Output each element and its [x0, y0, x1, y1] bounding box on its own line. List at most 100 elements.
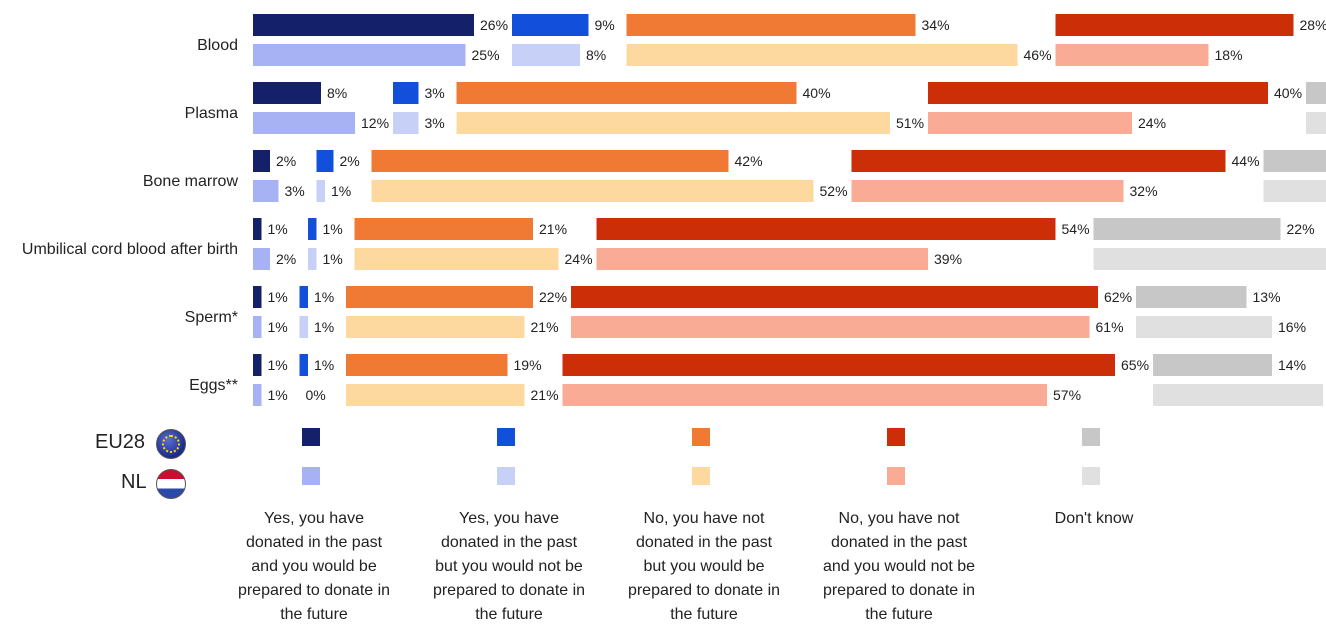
bar-blood-eu28-series-4 — [1056, 14, 1294, 36]
legend-description-line: donated in the past — [229, 531, 399, 555]
value-label-plasma-nl-series-3: 51% — [896, 115, 924, 131]
legend-swatch-eu28-series-5 — [1082, 428, 1100, 446]
value-label-blood-eu28-series-1: 26% — [480, 17, 508, 33]
row-label-sperm: Sperm* — [185, 309, 238, 326]
value-label-eggs-eu28-series-1: 1% — [268, 357, 288, 373]
eu-flag-icon — [156, 429, 186, 459]
value-label-sperm-nl-series-4: 61% — [1096, 319, 1124, 335]
value-label-blood-nl-series-1: 25% — [472, 47, 500, 63]
bar-eggs-eu28-series-3 — [346, 354, 508, 376]
value-label-bone-marrow-eu28-series-4: 44% — [1232, 153, 1260, 169]
value-label-blood-eu28-series-2: 9% — [595, 17, 615, 33]
value-label-eggs-nl-series-3: 21% — [531, 387, 559, 403]
value-label-sperm-eu28-series-2: 1% — [314, 289, 334, 305]
bar-bone-marrow-nl-series-1 — [253, 180, 279, 202]
bar-blood-nl-series-4 — [1056, 44, 1209, 66]
legend-swatch-nl-series-2 — [497, 467, 515, 485]
value-label-plasma-eu28-series-4: 40% — [1274, 85, 1302, 101]
value-label-eggs-nl-series-1: 1% — [268, 387, 288, 403]
value-label-bone-marrow-nl-series-1: 3% — [285, 183, 305, 199]
bar-umbilical-cord-blood-after-birth-eu28-series-5 — [1094, 218, 1281, 240]
legend-description-line: prepared to donate in — [619, 579, 789, 603]
value-label-blood-nl-series-3: 46% — [1024, 47, 1052, 63]
legend-swatch-nl-series-4 — [887, 467, 905, 485]
bar-bone-marrow-nl-series-4 — [852, 180, 1124, 202]
value-label-blood-nl-series-2: 8% — [586, 47, 606, 63]
legend-region-eu28-label: EU28 — [95, 431, 145, 454]
value-label-eggs-eu28-series-2: 1% — [314, 357, 334, 373]
legend-description-line: and you would be — [229, 555, 399, 579]
bar-sperm-nl-series-3 — [346, 316, 525, 338]
value-label-umbilical-cord-blood-after-birth-nl-series-1: 2% — [276, 251, 296, 267]
value-label-bone-marrow-eu28-series-1: 2% — [276, 153, 296, 169]
value-label-sperm-nl-series-1: 1% — [268, 319, 288, 335]
legend-description-line: donated in the past — [814, 531, 984, 555]
value-label-umbilical-cord-blood-after-birth-nl-series-2: 1% — [323, 251, 343, 267]
bar-bone-marrow-eu28-series-1 — [253, 150, 270, 172]
legend-description-line: the future — [424, 603, 594, 627]
bar-eggs-nl-series-5 — [1153, 384, 1323, 406]
bar-plasma-eu28-series-2 — [393, 82, 419, 104]
value-label-plasma-eu28-series-1: 8% — [327, 85, 347, 101]
value-label-umbilical-cord-blood-after-birth-eu28-series-4: 54% — [1062, 221, 1090, 237]
value-label-eggs-nl-series-4: 57% — [1053, 387, 1081, 403]
bar-eggs-eu28-series-2 — [300, 354, 309, 376]
value-label-umbilical-cord-blood-after-birth-eu28-series-1: 1% — [268, 221, 288, 237]
value-label-sperm-eu28-series-5: 13% — [1253, 289, 1281, 305]
bar-umbilical-cord-blood-after-birth-nl-series-1 — [253, 248, 270, 270]
value-label-sperm-eu28-series-4: 62% — [1104, 289, 1132, 305]
legend-description-line: but you would not be — [424, 555, 594, 579]
bar-umbilical-cord-blood-after-birth-eu28-series-4 — [597, 218, 1056, 240]
bar-bone-marrow-nl-series-2 — [317, 180, 326, 202]
bar-sperm-eu28-series-4 — [571, 286, 1098, 308]
bar-blood-nl-series-2 — [512, 44, 580, 66]
bar-eggs-nl-series-3 — [346, 384, 525, 406]
legend-description-line: Yes, you have — [424, 507, 594, 531]
row-label-bone-marrow: Bone marrow — [143, 173, 239, 190]
value-label-umbilical-cord-blood-after-birth-nl-series-4: 39% — [934, 251, 962, 267]
bar-blood-eu28-series-1 — [253, 14, 474, 36]
bar-plasma-nl-series-3 — [457, 112, 891, 134]
bar-bone-marrow-eu28-series-5 — [1264, 150, 1326, 172]
value-label-plasma-nl-series-2: 3% — [425, 115, 445, 131]
bar-plasma-nl-series-4 — [928, 112, 1132, 134]
bar-sperm-eu28-series-5 — [1136, 286, 1247, 308]
value-label-sperm-nl-series-3: 21% — [531, 319, 559, 335]
bar-plasma-eu28-series-3 — [457, 82, 797, 104]
value-label-sperm-nl-series-2: 1% — [314, 319, 334, 335]
value-label-bone-marrow-nl-series-3: 52% — [820, 183, 848, 199]
legend-swatch-eu28-series-1 — [302, 428, 320, 446]
legend-description-line: No, you have not — [814, 507, 984, 531]
bar-bone-marrow-eu28-series-3 — [372, 150, 729, 172]
value-label-umbilical-cord-blood-after-birth-nl-series-3: 24% — [565, 251, 593, 267]
row-label-umbilical-cord-blood-after-birth: Umbilical cord blood after birth — [22, 241, 238, 258]
row-label-plasma: Plasma — [185, 105, 238, 122]
bar-sperm-nl-series-5 — [1136, 316, 1272, 338]
bar-plasma-eu28-series-1 — [253, 82, 321, 104]
bar-plasma-eu28-series-4 — [928, 82, 1268, 104]
bar-blood-eu28-series-2 — [512, 14, 589, 36]
legend-description-line: Yes, you have — [229, 507, 399, 531]
bar-umbilical-cord-blood-after-birth-nl-series-3 — [355, 248, 559, 270]
value-label-sperm-eu28-series-3: 22% — [539, 289, 567, 305]
legend-swatch-eu28-series-2 — [497, 428, 515, 446]
bar-bone-marrow-nl-series-5 — [1264, 180, 1326, 202]
legend-description-line: donated in the past — [424, 531, 594, 555]
legend-description-line: donated in the past — [619, 531, 789, 555]
bar-eggs-nl-series-4 — [563, 384, 1048, 406]
row-label-eggs: Eggs** — [189, 377, 238, 394]
value-label-blood-nl-series-4: 18% — [1215, 47, 1243, 63]
value-label-plasma-nl-series-1: 12% — [361, 115, 389, 131]
bar-umbilical-cord-blood-after-birth-nl-series-5 — [1094, 248, 1326, 270]
value-label-blood-eu28-series-4: 28% — [1300, 17, 1326, 33]
value-label-umbilical-cord-blood-after-birth-eu28-series-5: 22% — [1287, 221, 1315, 237]
bar-plasma-nl-series-1 — [253, 112, 355, 134]
bar-bone-marrow-eu28-series-4 — [852, 150, 1226, 172]
value-label-plasma-nl-series-4: 24% — [1138, 115, 1166, 131]
bar-sperm-eu28-series-3 — [346, 286, 533, 308]
bar-blood-eu28-series-3 — [627, 14, 916, 36]
legend-description-line: prepared to donate in — [814, 579, 984, 603]
